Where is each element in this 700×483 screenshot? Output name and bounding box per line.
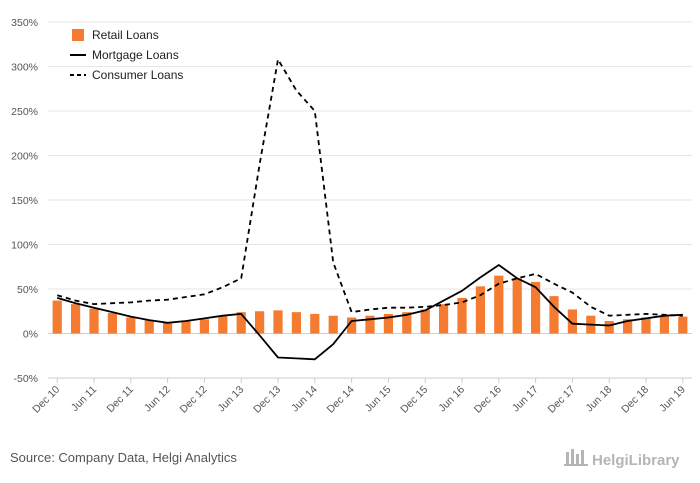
legend-label: Retail Loans bbox=[92, 28, 159, 42]
x-tick-label: Dec 13 bbox=[251, 384, 283, 416]
retail-loans-bar bbox=[107, 313, 117, 334]
x-tick-label: Jun 17 bbox=[510, 384, 541, 415]
retail-loans-bar bbox=[512, 278, 522, 334]
line-series bbox=[56, 58, 683, 361]
grid-lines bbox=[48, 21, 692, 379]
retail-loans-bar bbox=[255, 311, 265, 334]
x-tick-label: Dec 15 bbox=[398, 384, 430, 416]
y-tick-label: -50% bbox=[13, 373, 38, 385]
retail-loans-bar bbox=[218, 315, 228, 334]
x-tick-label: Jun 19 bbox=[657, 384, 688, 415]
retail-loans-bar bbox=[678, 316, 688, 334]
legend-label: Mortgage Loans bbox=[92, 48, 179, 62]
retail-loans-bar bbox=[457, 297, 467, 334]
x-tick-label: Jun 14 bbox=[289, 384, 320, 415]
retail-loans-bar bbox=[310, 313, 320, 334]
retail-loans-bar bbox=[475, 286, 485, 334]
library-icon bbox=[564, 449, 588, 466]
retail-loans-bar bbox=[291, 312, 301, 334]
retail-loans-bar bbox=[641, 317, 651, 334]
retail-loans-bar bbox=[181, 321, 191, 334]
brand-name: HelgiLibrary bbox=[592, 452, 680, 469]
y-tick-label: 300% bbox=[11, 62, 38, 74]
source-note: Source: Company Data, Helgi Analytics bbox=[10, 450, 237, 465]
x-tick-label: Dec 11 bbox=[104, 384, 136, 416]
retail-loans-bar bbox=[144, 320, 154, 334]
retail-loans-bar bbox=[273, 310, 283, 334]
y-tick-label: 200% bbox=[11, 151, 38, 163]
helgi-library-logo: HelgiLibrary bbox=[564, 449, 680, 469]
retail-loans-bar bbox=[89, 308, 99, 334]
retail-loans-bar bbox=[549, 296, 559, 334]
x-tick-label: Jun 11 bbox=[69, 384, 99, 414]
retail-loans-bar bbox=[52, 300, 62, 334]
retail-loans-bar bbox=[567, 309, 577, 334]
retail-loans-bar bbox=[126, 317, 136, 334]
x-tick-label: Dec 18 bbox=[619, 384, 651, 416]
y-tick-label: 50% bbox=[17, 284, 38, 296]
retail-loans-bar bbox=[163, 321, 173, 334]
y-tick-label: 350% bbox=[11, 17, 38, 29]
retail-loans-bar bbox=[328, 315, 338, 334]
retail-loans-bar bbox=[604, 321, 614, 334]
x-tick-label: Jun 12 bbox=[142, 384, 173, 415]
retail-loans-bar bbox=[439, 304, 449, 334]
retail-loans-bars bbox=[52, 275, 688, 334]
consumer-loans-line bbox=[56, 58, 683, 317]
retail-loans-bar bbox=[402, 312, 412, 334]
retail-loans-bar bbox=[236, 312, 246, 334]
mortgage-loans-line bbox=[56, 264, 683, 361]
retail-loans-bar bbox=[71, 304, 81, 334]
x-tick-label: Jun 18 bbox=[584, 384, 615, 415]
retail-loans-bar bbox=[494, 275, 504, 334]
retail-loans-bar bbox=[199, 319, 209, 334]
x-tick-label: Jun 15 bbox=[363, 384, 394, 415]
x-tick-label: Dec 14 bbox=[325, 384, 357, 416]
x-tick-label: Dec 10 bbox=[30, 384, 62, 416]
y-tick-label: 100% bbox=[11, 240, 38, 252]
x-tick-label: Jun 13 bbox=[216, 384, 247, 415]
retail-loans-bar bbox=[365, 315, 375, 334]
y-tick-label: 150% bbox=[11, 195, 38, 207]
retail-loans-bar bbox=[659, 315, 669, 334]
y-tick-label: 0% bbox=[23, 329, 38, 341]
retail-loans-bar bbox=[623, 319, 633, 334]
retail-loans-bar bbox=[347, 317, 357, 334]
legend-swatch bbox=[72, 29, 84, 41]
x-tick-label: Jun 16 bbox=[436, 384, 467, 415]
x-tick-label: Dec 17 bbox=[546, 384, 578, 416]
legend: Retail Loans Mortgage Loans Consumer Loans bbox=[70, 28, 183, 82]
x-tick-label: Dec 12 bbox=[178, 384, 210, 416]
retail-loans-bar bbox=[383, 313, 393, 334]
legend-label: Consumer Loans bbox=[92, 68, 183, 82]
retail-loans-bar bbox=[531, 281, 541, 334]
retail-loans-bar bbox=[420, 309, 430, 334]
y-tick-label: 250% bbox=[11, 106, 38, 118]
x-tick-label: Dec 16 bbox=[472, 384, 504, 416]
